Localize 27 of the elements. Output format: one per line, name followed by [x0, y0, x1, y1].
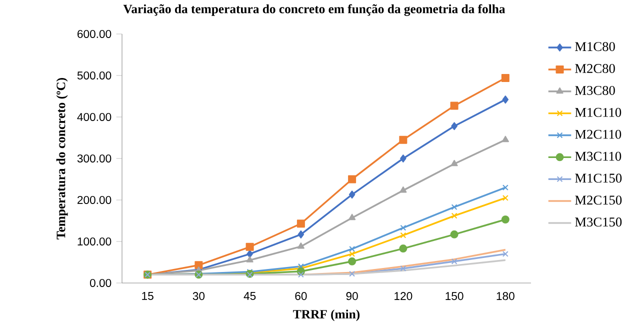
x-tick-label: 60: [295, 292, 307, 300]
legend-label: M3C80: [575, 86, 615, 95]
y-tick-label: 100.00: [78, 237, 112, 246]
y-tick-label: 300.00: [77, 154, 112, 162]
x-tick-label: 120: [394, 292, 412, 300]
legend-label: M3C110: [575, 152, 622, 161]
x-tick-label: 30: [192, 292, 205, 300]
legend-label: M1C80: [575, 42, 615, 52]
y-axis-title: Temperatura do concreto (ºC): [56, 78, 68, 240]
x-tick-label: 90: [346, 292, 358, 300]
legend-label: M1C110: [575, 108, 622, 117]
legend-label: M3C150: [575, 218, 622, 227]
legend-label: M2C110: [575, 130, 622, 139]
y-tick-label: 200.00: [78, 196, 112, 204]
legend-label: M2C150: [575, 196, 622, 205]
chart-title: Variação da temperatura do concreto em função da geometria da folha: [123, 4, 506, 16]
x-tick-label: 45: [244, 292, 256, 300]
x-tick-label: 150: [446, 292, 464, 300]
y-tick-label: 600.00: [78, 30, 112, 38]
x-tick-label: 15: [142, 292, 154, 300]
legend-label: M2C80: [575, 64, 615, 74]
y-tick-label: 500.00: [77, 71, 112, 80]
legend-label: M1C150: [575, 174, 622, 183]
x-tick-label: 180: [496, 292, 514, 300]
y-tick-label: 0.00: [90, 278, 112, 287]
y-tick-label: 400.00: [77, 112, 112, 121]
x-axis-title: TRRF (min): [293, 310, 360, 322]
